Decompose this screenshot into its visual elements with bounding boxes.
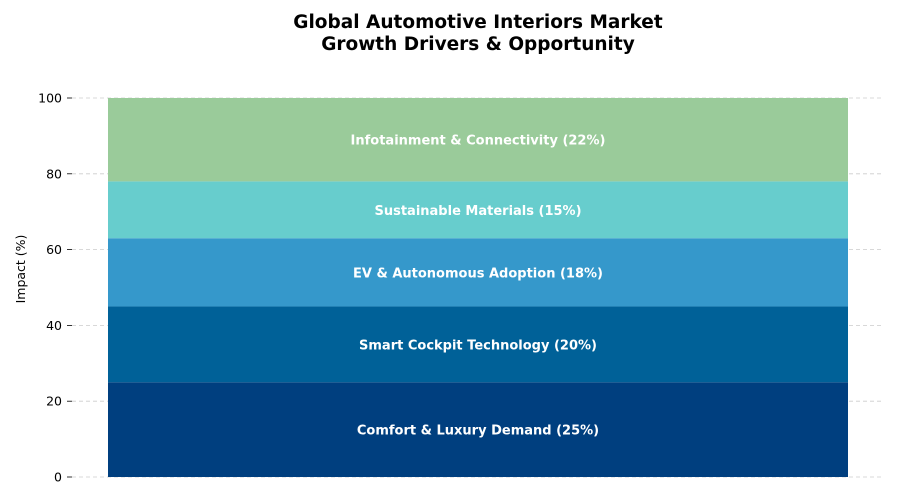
segment-label-2: EV & Autonomous Adoption (18%) [353,266,603,281]
y-tick-label: 80 [46,166,62,181]
chart-title-line-1: Global Automotive Interiors Market [293,12,663,33]
segment-label-3: Sustainable Materials (15%) [374,204,581,219]
segment-labels: Comfort & Luxury Demand (25%) Smart Cockp… [351,134,606,439]
y-tick-label: 0 [54,470,62,485]
bar-segment-1 [108,306,848,383]
segment-label-4: Infotainment & Connectivity (22%) [351,134,606,149]
bar-segment-4 [108,98,848,182]
bar-segment-2 [108,238,848,307]
bar-segment-0 [108,382,848,477]
y-axis-label: Impact (%) [13,235,28,304]
bar-segments [108,98,848,477]
bar-segment-3 [108,181,848,239]
segment-label-1: Smart Cockpit Technology (20%) [359,338,597,353]
chart-title: Global Automotive Interiors Market Growt… [0,12,900,56]
y-axis: 0 20 40 60 80 100 [38,91,72,485]
y-tick-label: 20 [46,394,62,409]
y-tick-label: 100 [38,91,62,106]
y-tick-label: 60 [46,242,62,257]
y-tick-label: 40 [46,318,62,333]
chart-title-line-2: Growth Drivers & Opportunity [321,34,635,55]
segment-label-0: Comfort & Luxury Demand (25%) [357,424,599,439]
